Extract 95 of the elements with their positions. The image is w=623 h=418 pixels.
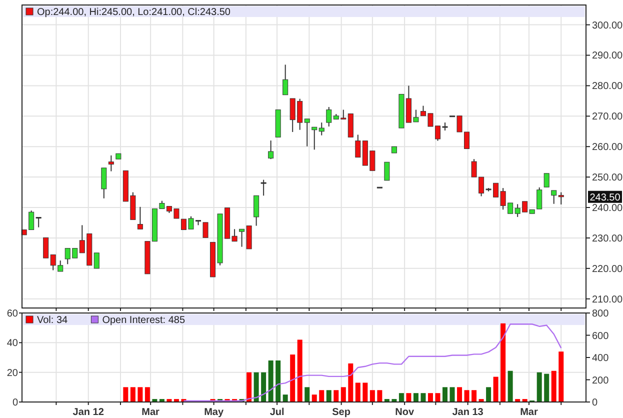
candlestick <box>536 186 542 210</box>
bar <box>319 390 324 402</box>
bar <box>254 372 259 402</box>
candlestick <box>551 190 557 204</box>
candlestick <box>304 118 310 147</box>
candlestick <box>137 206 143 230</box>
bar <box>464 390 470 402</box>
bar <box>261 372 266 402</box>
bar <box>297 340 302 402</box>
bar <box>362 382 368 402</box>
y-tick-label: 270.00 <box>592 112 623 123</box>
y-tick-label: 0 <box>12 398 18 408</box>
bar <box>276 360 281 402</box>
candlestick <box>282 64 288 96</box>
candlestick <box>254 195 260 226</box>
bar <box>246 372 252 402</box>
bar <box>536 372 542 402</box>
y-tick-label: 280.00 <box>592 81 623 92</box>
candlestick <box>348 113 354 138</box>
bar <box>334 390 339 402</box>
bar <box>377 390 382 402</box>
annotation: Op:244.00, Hi:245.00, Lo:241.00, Cl:243.50 <box>37 7 231 18</box>
x-tick-label: Nov <box>395 407 414 418</box>
y-tick-label: 20 <box>6 368 18 379</box>
candlestick <box>202 222 208 238</box>
bar <box>420 393 426 402</box>
y-tick-label: 60 <box>6 308 18 320</box>
candlestick <box>558 192 564 205</box>
bar <box>123 387 128 402</box>
candlestick <box>43 237 49 259</box>
y2-tick-label: 600 <box>592 330 610 342</box>
x-tick-label: Mar <box>142 407 160 418</box>
y-tick-label: 290.00 <box>592 50 623 62</box>
bar <box>138 387 143 402</box>
bar <box>428 393 433 402</box>
y-tick-label: 300.00 <box>592 20 623 32</box>
bar <box>508 370 513 402</box>
bar <box>406 393 412 402</box>
y-tick-label: 210.00 <box>592 294 623 306</box>
y2-tick-label: 200 <box>592 375 610 386</box>
y-tick-label: 240.00 <box>592 203 623 214</box>
bar <box>355 382 360 402</box>
legend-label: Vol: 34 <box>37 315 68 326</box>
y-tick-label: 260.00 <box>592 142 623 154</box>
y-tick-label: 220.00 <box>592 264 623 275</box>
bar <box>370 390 375 402</box>
bar <box>544 374 550 402</box>
candlestick <box>544 172 550 188</box>
legend-label: Open Interest: 485 <box>102 315 186 326</box>
line-series <box>183 324 562 402</box>
bar <box>442 387 448 402</box>
bar <box>450 387 455 402</box>
y-tick-label: 230.00 <box>592 233 623 244</box>
candlestick <box>312 126 318 150</box>
candlestick <box>318 122 324 136</box>
candlestick <box>384 162 390 181</box>
bar <box>130 387 136 402</box>
x-tick-label: Mar <box>520 407 538 418</box>
candlestick <box>36 216 42 228</box>
bar <box>144 387 150 402</box>
candlestick <box>326 106 332 128</box>
y2-tick-label: 800 <box>592 308 610 320</box>
x-tick-label: Jan 13 <box>452 407 484 418</box>
bar <box>304 387 310 402</box>
y-tick-label: 250.00 <box>592 172 623 184</box>
x-tick-label: Sep <box>332 407 350 418</box>
bar <box>472 390 477 402</box>
y2-tick-label: 400 <box>592 353 610 364</box>
bar <box>326 390 332 402</box>
x-tick-label: Jan 12 <box>72 407 104 418</box>
bar <box>398 393 404 402</box>
bar <box>500 323 506 402</box>
bar <box>435 393 440 402</box>
annotation: 243.50 <box>590 192 621 204</box>
candlestick <box>260 179 266 196</box>
bar <box>268 360 274 402</box>
bar <box>551 370 556 402</box>
bar <box>282 394 288 402</box>
bar <box>312 394 317 402</box>
y-tick-label: 40 <box>6 338 18 350</box>
bar <box>340 387 346 402</box>
bar <box>457 387 462 402</box>
candlestick <box>101 167 107 199</box>
candlestick <box>94 252 100 269</box>
candlestick <box>268 140 274 160</box>
x-tick-label: May <box>204 407 224 418</box>
x-tick-label: Jul <box>270 407 284 418</box>
candlestick <box>355 134 361 158</box>
bar <box>558 352 564 402</box>
bar <box>348 363 354 402</box>
bar <box>493 376 498 402</box>
bar <box>413 393 418 402</box>
bar <box>290 354 296 402</box>
bar <box>486 387 492 402</box>
candlestick <box>108 154 114 172</box>
